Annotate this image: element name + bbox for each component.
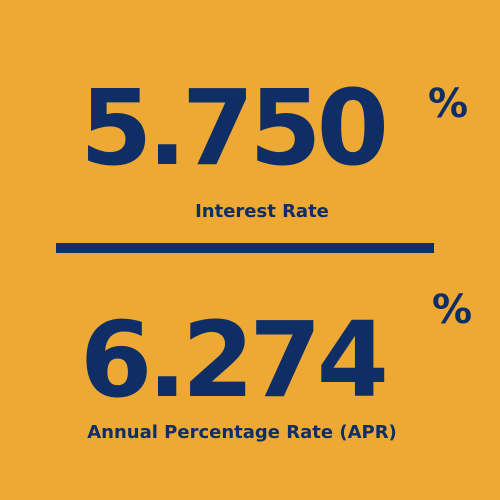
divider [56, 243, 434, 253]
interest-percent-sign: % [428, 81, 469, 127]
apr-label: Annual Percentage Rate (APR) [87, 422, 397, 443]
apr-value: 6.274 [80, 299, 389, 421]
apr-percent-sign: % [432, 287, 473, 333]
interest-rate-label: Interest Rate [195, 201, 329, 222]
interest-rate-value: 5.750 [80, 67, 389, 189]
